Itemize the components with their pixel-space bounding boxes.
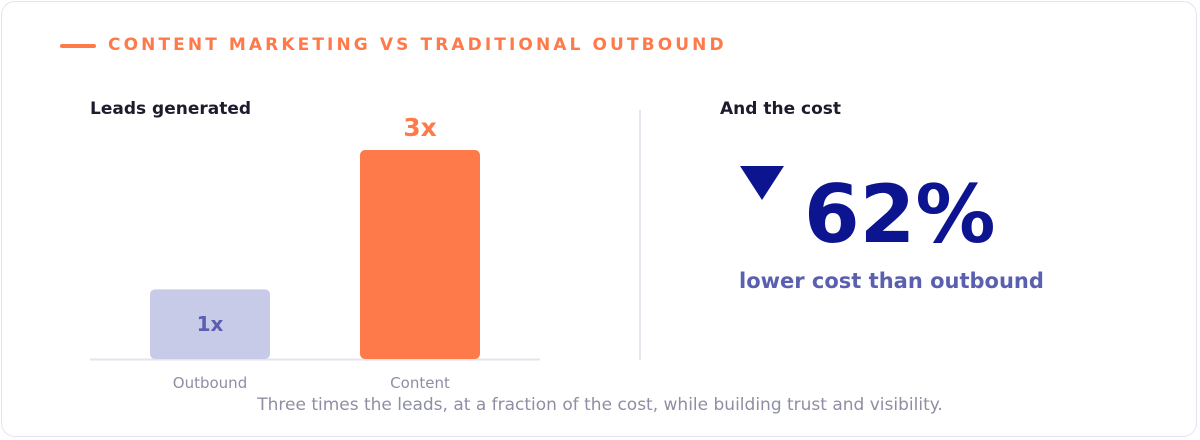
leads-section-title: Leads generated: [90, 99, 252, 119]
down-triangle-icon: [740, 166, 784, 200]
header-accent-line: [60, 44, 96, 48]
category-label-content: Content: [390, 374, 450, 392]
section-divider: [639, 110, 641, 360]
bar-outbound: [150, 289, 270, 359]
bar-content: [360, 150, 480, 359]
cost-stat-value: 62%: [804, 168, 996, 261]
category-label-outbound: Outbound: [173, 374, 247, 392]
bar-value-label-outbound: 1x: [197, 312, 224, 336]
bar-value-label-content: 3x: [403, 113, 437, 142]
cost-section-title: And the cost: [720, 99, 842, 119]
header-title: CONTENT MARKETING VS TRADITIONAL OUTBOUN…: [108, 35, 727, 55]
cost-stat-caption: lower cost than outbound: [739, 269, 1044, 293]
footnote: Three times the leads, at a fraction of …: [257, 395, 943, 415]
